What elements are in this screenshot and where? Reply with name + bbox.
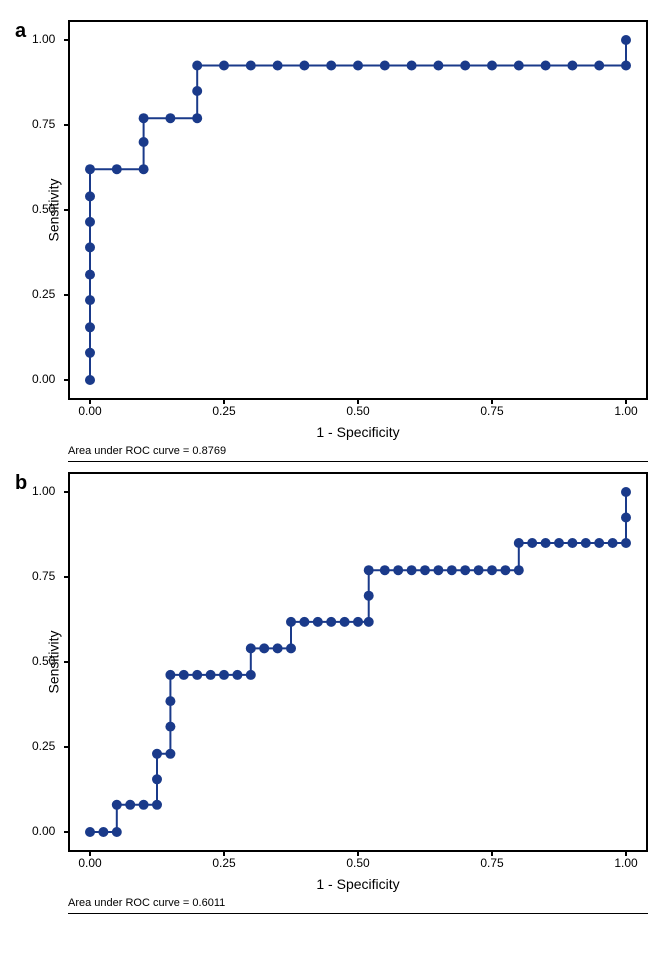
y-tick-label: 1.00 bbox=[32, 484, 55, 498]
roc-curve bbox=[70, 22, 646, 398]
x-tick-label: 0.75 bbox=[480, 404, 503, 418]
panel-b-label: b bbox=[15, 472, 27, 495]
y-tick-label: 1.00 bbox=[32, 32, 55, 46]
panel-b: b Sensitivity 1 - Specificity 0.000.250.… bbox=[10, 472, 651, 914]
panel-a-plot: Sensitivity 1 - Specificity 0.000.250.50… bbox=[68, 20, 648, 400]
x-tick-label: 0.00 bbox=[78, 404, 101, 418]
x-tick-label: 0.75 bbox=[480, 856, 503, 870]
y-tick-label: 0.25 bbox=[32, 739, 55, 753]
y-tick-label: 0.25 bbox=[32, 287, 55, 301]
panel-b-xlabel: 1 - Specificity bbox=[316, 876, 399, 892]
y-tick-label: 0.50 bbox=[32, 202, 55, 216]
roc-curve bbox=[70, 474, 646, 850]
y-tick-label: 0.50 bbox=[32, 654, 55, 668]
x-tick-label: 0.00 bbox=[78, 856, 101, 870]
panel-a: a Sensitivity 1 - Specificity 0.000.250.… bbox=[10, 20, 651, 462]
panel-b-plot: Sensitivity 1 - Specificity 0.000.250.50… bbox=[68, 472, 648, 852]
panel-a-xlabel: 1 - Specificity bbox=[316, 424, 399, 440]
y-tick-label: 0.75 bbox=[32, 117, 55, 131]
y-tick-label: 0.00 bbox=[32, 372, 55, 386]
x-tick-label: 0.25 bbox=[212, 404, 235, 418]
x-tick-label: 0.50 bbox=[346, 404, 369, 418]
x-tick-label: 1.00 bbox=[614, 404, 637, 418]
x-tick-label: 1.00 bbox=[614, 856, 637, 870]
x-tick-label: 0.25 bbox=[212, 856, 235, 870]
x-tick-label: 0.50 bbox=[346, 856, 369, 870]
panel-b-caption: Area under ROC curve = 0.6011 bbox=[68, 897, 648, 914]
y-tick-label: 0.00 bbox=[32, 824, 55, 838]
panel-a-caption: Area under ROC curve = 0.8769 bbox=[68, 445, 648, 462]
panel-a-label: a bbox=[15, 20, 26, 43]
y-tick-label: 0.75 bbox=[32, 569, 55, 583]
